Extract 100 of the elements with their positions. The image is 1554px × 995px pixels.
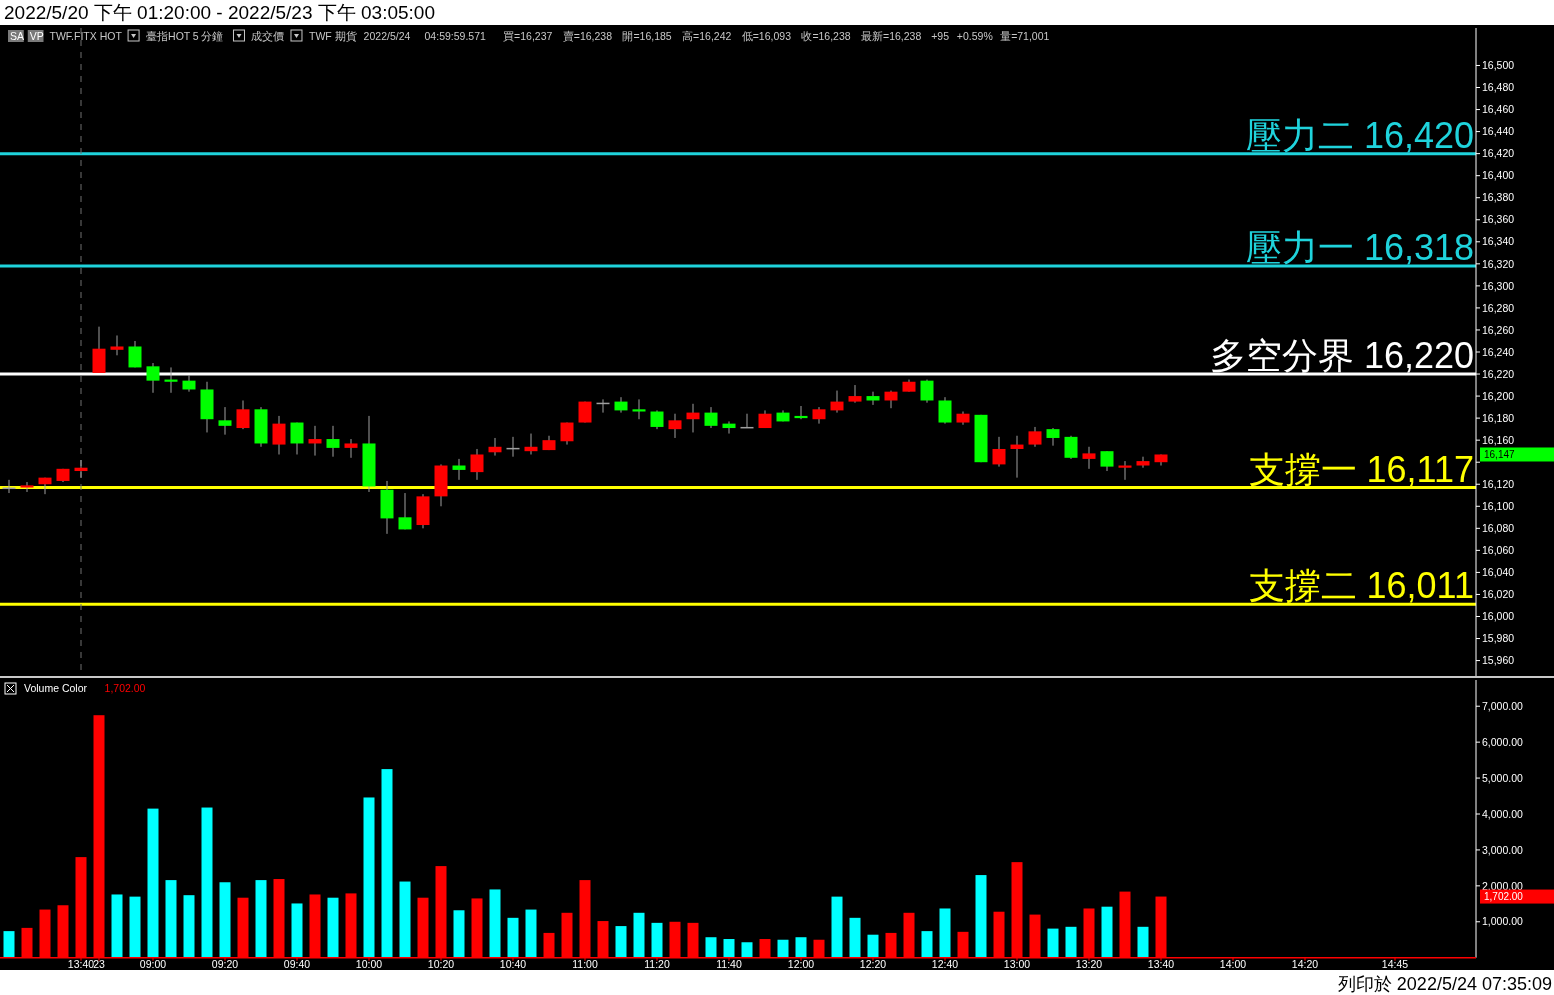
candlestick [20,481,34,493]
x-tick-label: 12:40 [931,957,959,970]
x-tick-label: 09:20 [211,957,239,970]
x-tick-label: 12:20 [859,957,887,970]
annotation: 賣=16,238 [562,30,613,42]
candlestick [722,420,736,435]
candlestick [632,398,646,420]
y-tick-label: 16,280 [1482,301,1515,314]
candlestick [1010,435,1024,479]
candlestick [74,459,88,479]
ref-line-label: 壓力二 16,420 [1245,114,1474,156]
bar [615,926,627,958]
y-tick-label: 7,000.00 [1482,699,1524,712]
y-tick-label: 1,000.00 [1482,915,1524,928]
candlestick [992,436,1006,468]
x-tick-label: 13:40 [67,957,95,970]
candlestick [668,413,682,439]
annotation: 臺指HOT [146,30,191,42]
bar [291,903,303,958]
y-tick-label: 16,200 [1482,389,1515,402]
bar [3,931,15,958]
bar [147,808,159,958]
y-tick-label: 6,000.00 [1482,735,1524,748]
candlestick [38,477,52,495]
y-tick-label: 16,060 [1482,544,1515,557]
bar [633,912,645,958]
y-tick-label: 4,000.00 [1482,807,1524,820]
bar [867,934,879,958]
y-tick-label: 16,100 [1482,499,1515,512]
candlestick [830,390,844,414]
candlestick [614,396,628,414]
bar [975,875,987,958]
x-tick-label: 10:00 [355,957,383,970]
annotation: 期貨 [334,30,357,42]
ref-line-label: 支撐二 16,011 [1248,565,1474,607]
y-tick-label: 16,000 [1482,610,1515,623]
x-tick-label: 13:40 [1147,957,1175,970]
candlestick [128,340,142,368]
x-tick-label: 10:40 [499,957,527,970]
x-tick-label: 09:40 [283,957,311,970]
ref-line-label: 多空分界 16,220 [1209,335,1474,377]
y-tick-label: 16,120 [1482,477,1515,490]
candlestick [1118,460,1132,481]
annotation: 低=16,093 [741,30,792,42]
candlestick [488,437,502,457]
annotation: 5 分鐘 [192,30,224,42]
bar [1101,906,1113,958]
chart-subtitle: 1,702.00 [104,682,146,694]
candlestick [1046,427,1060,447]
candlestick [524,433,538,455]
annotation: 開=16,185 [622,30,672,42]
bar [651,922,663,958]
y-tick-label: 16,480 [1482,81,1515,94]
candlestick [110,334,124,356]
candlestick [938,396,952,425]
candlestick [884,390,898,409]
y-tick-label: 15,960 [1482,654,1515,667]
bar [489,889,501,958]
annotation: +95 [931,30,950,42]
y-tick-label: 16,400 [1482,169,1515,182]
y-tick-label: 16,160 [1482,433,1515,446]
ref-line-label: 壓力一 16,318 [1245,227,1474,269]
candlestick [1064,435,1078,460]
y-tick-label: 16,020 [1482,588,1515,601]
text: 列印於 2022/5/24 07:35:09 [1337,974,1552,994]
bar [219,882,231,958]
bar [831,896,843,958]
annotation: 高=16,242 [682,30,732,42]
x-tick-label: 11:40 [716,957,742,970]
candlestick [290,422,304,455]
x-tick-label: 14:00 [1219,957,1247,970]
candlestick [920,379,934,404]
candlestick [146,362,160,394]
y-tick-label: 16,220 [1482,367,1515,380]
bar [201,807,213,958]
annotation: 最新=16,238 [861,30,922,42]
x-tick-label: 14:20 [1291,957,1319,970]
candlestick [650,409,664,430]
bar [111,894,123,958]
bar [327,897,339,958]
x-tick-label: 11:20 [644,957,670,970]
y-tick-label: 16,320 [1482,257,1515,270]
y-tick-label: 16,440 [1482,125,1515,138]
y-tick-label: 16,040 [1482,566,1515,579]
chart-title: 2022/5/20 下午 01:20:00 - 2022/5/23 下午 03:05:00 [4,2,435,23]
bar [363,797,375,958]
bar [1047,928,1059,958]
annotation: 量=71,001 [1000,30,1050,42]
y-tick-label: 5,000.00 [1482,771,1524,784]
annotation: 收=16,238 [801,30,851,42]
text: 16,147 [1484,448,1516,460]
x-tick-label: 13:20 [1075,957,1103,970]
text: 1,702.00 [1484,891,1524,903]
candlestick [398,492,412,530]
y-tick-label: 16,380 [1482,191,1515,204]
candlestick [326,425,340,458]
y-tick-label: 16,460 [1482,103,1515,116]
y-tick-label: 16,300 [1482,279,1515,292]
y-tick-label: 3,000.00 [1482,843,1524,856]
y-tick-label: 16,500 [1482,59,1515,72]
